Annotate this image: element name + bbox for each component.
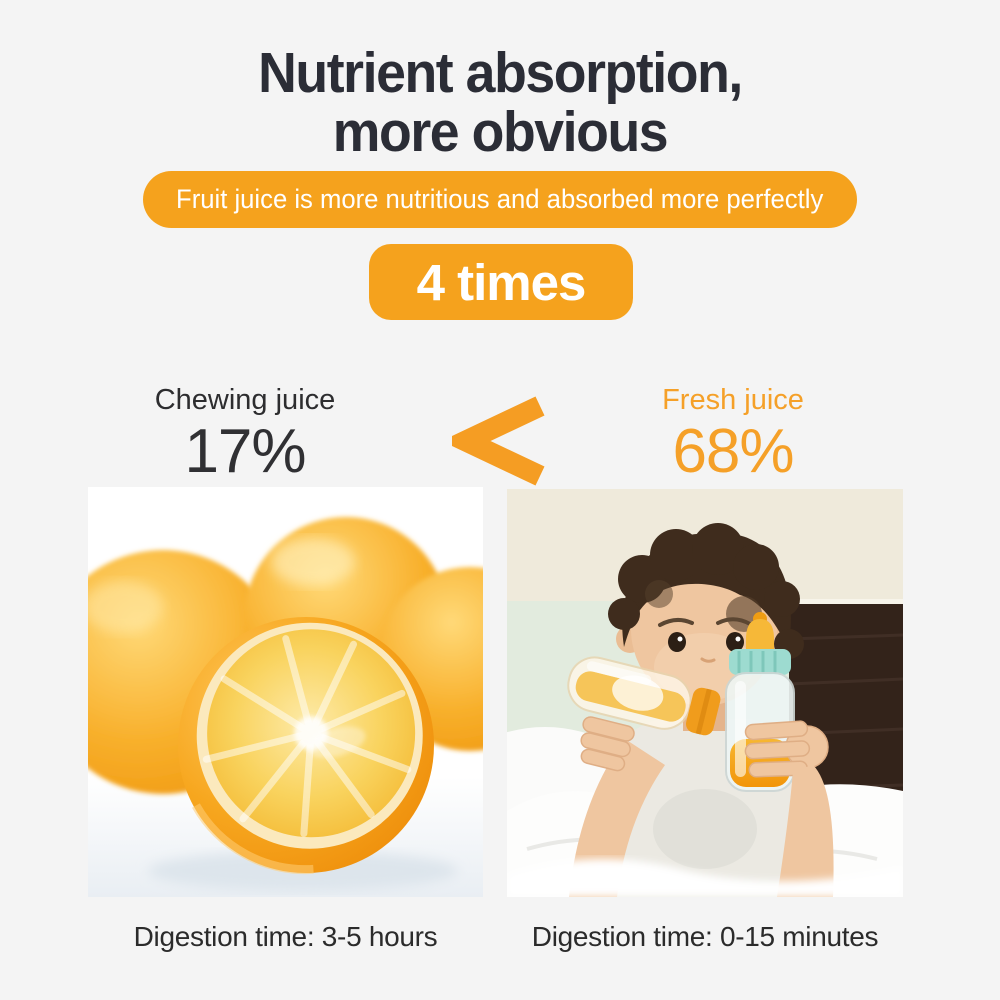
less-than-icon: <	[441, 396, 552, 486]
half-orange	[178, 617, 434, 875]
chewing-juice-value: 17%	[184, 417, 306, 486]
multiplier-badge-text: 4 times	[416, 253, 587, 311]
child-hand-left	[580, 716, 635, 772]
fresh-juice-value: 68%	[672, 417, 794, 486]
digestion-caption-left: Digestion time: 3-5 hours	[133, 921, 438, 952]
comparison-left: Chewing juice 17%	[95, 384, 395, 484]
child-arm-right	[777, 765, 834, 897]
comparison-right: Fresh juice 68%	[583, 384, 883, 484]
child-arm-left	[569, 739, 665, 897]
digestion-caption-right: Digestion time: 0-15 minutes	[531, 921, 879, 952]
title-line-2: more obvious	[332, 100, 669, 164]
child-drinking-photo	[507, 489, 903, 897]
chewing-juice-label: Chewing juice	[154, 384, 336, 416]
oranges-photo	[88, 487, 483, 897]
child-hair	[608, 523, 804, 659]
subtitle-banner-text: Fruit juice is more nutritious and absor…	[176, 184, 824, 214]
child-hand-right	[744, 720, 834, 897]
feeding-bottle	[567, 656, 721, 736]
subtitle-banner: Fruit juice is more nutritious and absor…	[143, 171, 857, 228]
page-title: Nutrient absorption, more obvious	[30, 44, 970, 162]
multiplier-badge: 4 times	[369, 244, 633, 320]
title-line-1: Nutrient absorption,	[258, 41, 743, 105]
child	[567, 523, 834, 897]
fresh-juice-label: Fresh juice	[662, 384, 804, 416]
